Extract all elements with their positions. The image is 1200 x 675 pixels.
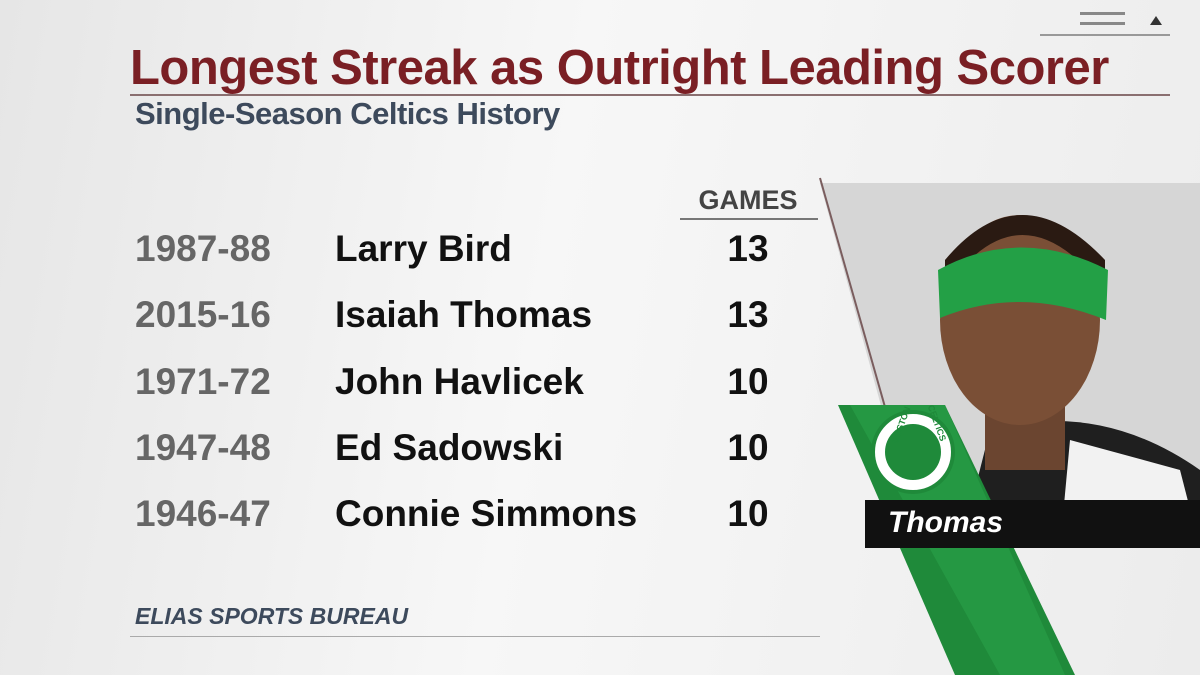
cell-games: 13 [727,228,769,269]
cell-year: 1946-47 [135,493,271,535]
rule [130,94,1170,96]
player-caption: Thomas [888,506,1004,539]
cell-name: John Havlicek [335,360,584,402]
rule [130,636,820,637]
cell-name: Ed Sadowski [335,426,564,468]
cell-name: Larry Bird [335,228,512,269]
column-header: GAMES [698,185,798,215]
cell-games: 10 [727,493,769,535]
cell-name: Isaiah Thomas [335,294,593,336]
cell-games: 10 [727,360,769,402]
title: Longest Streak as Outright Leading Score… [130,41,1109,95]
source: ELIAS SPORTS BUREAU [135,603,409,629]
cell-games: 10 [727,426,769,468]
cell-year: 1971-72 [135,360,271,402]
cell-year: 1987-88 [135,228,271,269]
cell-name: Connie Simmons [335,493,638,535]
rule [680,218,818,220]
cell-year: 1947-48 [135,426,271,468]
cell-games: 13 [727,294,769,336]
subtitle: Single-Season Celtics History [135,96,560,131]
cell-year: 2015-16 [135,294,271,336]
